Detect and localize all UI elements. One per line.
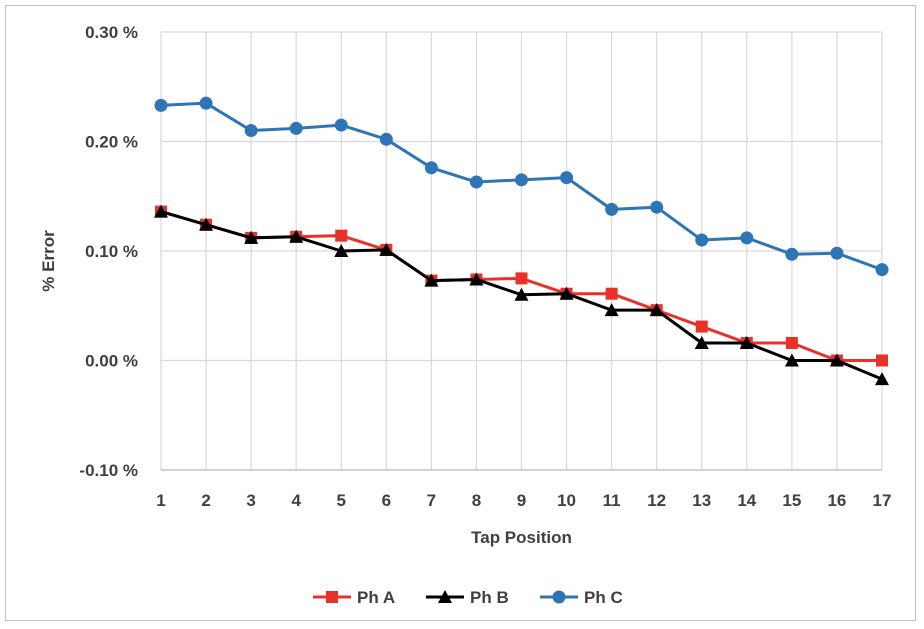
y-tick-label: 0.20 % xyxy=(85,133,138,152)
x-tick-label: 5 xyxy=(337,491,346,510)
data-point xyxy=(199,96,213,110)
data-point xyxy=(335,229,348,242)
legend-label: Ph B xyxy=(470,588,509,607)
series-ph-c xyxy=(154,96,889,277)
x-tick-label: 4 xyxy=(291,491,301,510)
x-tick-label: 16 xyxy=(827,491,846,510)
x-axis-title: Tap Position xyxy=(471,528,572,547)
data-point xyxy=(876,354,888,367)
data-point xyxy=(289,121,303,135)
data-point xyxy=(739,335,754,349)
x-tick-label: 9 xyxy=(517,491,526,510)
data-point xyxy=(199,217,214,231)
x-tick-label: 14 xyxy=(737,491,756,510)
legend-marker xyxy=(438,590,452,603)
data-point xyxy=(604,303,619,317)
tick-labels: 1 2 3 4 5 6 7 8 9 10 11 12 13 14 15 16 17-0.10 %0.00 %0.… xyxy=(79,23,891,510)
data-point xyxy=(334,244,349,257)
legend-item: Ph C xyxy=(540,588,623,607)
data-point xyxy=(875,372,889,386)
legend-label: Ph C xyxy=(584,588,623,607)
data-point xyxy=(244,124,258,138)
data-point xyxy=(875,263,889,277)
x-tick-label: 11 xyxy=(603,491,621,510)
data-point xyxy=(785,336,798,349)
x-tick-label: 2 xyxy=(201,491,210,510)
data-point xyxy=(740,231,754,245)
legend-label: Ph A xyxy=(357,588,395,607)
data-point xyxy=(560,171,574,185)
legend-item: Ph B xyxy=(426,588,509,607)
x-tick-label: 1 xyxy=(156,491,165,510)
y-tick-label: -0.10 % xyxy=(79,461,138,480)
data-point xyxy=(154,204,168,218)
x-tick-label: 8 xyxy=(472,491,481,510)
data-point xyxy=(334,118,348,132)
data-point xyxy=(650,200,664,214)
data-point xyxy=(695,233,709,247)
data-point xyxy=(829,353,844,367)
x-tick-label: 7 xyxy=(427,491,436,510)
y-tick-label: 0.00 % xyxy=(85,352,138,371)
data-point xyxy=(649,303,664,317)
data-point xyxy=(154,98,168,112)
series-layer xyxy=(154,96,889,386)
y-tick-label: 0.30 % xyxy=(85,23,138,42)
data-point xyxy=(515,272,528,285)
data-point xyxy=(289,229,304,243)
x-tick-label: 10 xyxy=(557,491,576,510)
gridlines xyxy=(160,31,883,471)
data-point xyxy=(424,161,438,175)
data-point xyxy=(469,272,484,286)
data-point xyxy=(469,175,483,189)
data-point xyxy=(559,286,574,300)
legend: Ph A Ph B Ph C xyxy=(313,588,623,607)
data-point xyxy=(379,242,394,256)
x-tick-label: 17 xyxy=(873,491,892,510)
data-point xyxy=(785,247,799,261)
data-point xyxy=(514,287,529,301)
data-point xyxy=(605,202,619,216)
x-tick-label: 15 xyxy=(782,491,801,510)
data-point xyxy=(695,320,708,333)
data-point xyxy=(694,335,709,349)
legend-marker xyxy=(552,590,566,604)
data-point xyxy=(605,287,618,300)
legend-item: Ph A xyxy=(313,588,395,607)
data-point xyxy=(515,173,528,187)
data-point xyxy=(244,230,259,244)
x-tick-label: 13 xyxy=(692,491,711,510)
data-point xyxy=(784,353,799,367)
data-point xyxy=(424,273,439,287)
x-tick-label: 6 xyxy=(382,491,391,510)
data-point xyxy=(379,132,393,146)
data-point xyxy=(830,246,844,260)
x-tick-label: 12 xyxy=(647,491,666,510)
y-axis-title: % Error xyxy=(39,230,58,292)
series-ph-b xyxy=(154,204,889,386)
legend-marker xyxy=(326,591,338,603)
x-tick-label: 3 xyxy=(246,491,255,510)
y-tick-label: 0.10 % xyxy=(85,242,138,261)
